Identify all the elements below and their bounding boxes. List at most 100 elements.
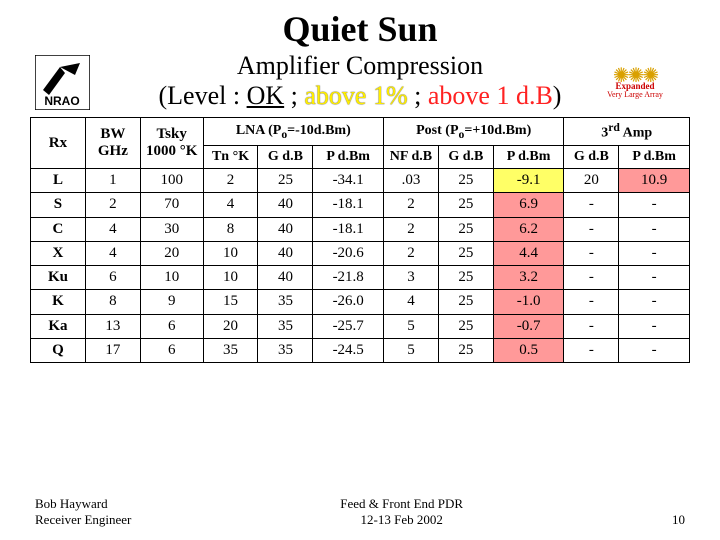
page-number: 10 bbox=[672, 512, 685, 528]
cell-bw: 17 bbox=[85, 338, 140, 362]
cell-post_nf: 5 bbox=[383, 314, 438, 338]
table-row: K891535-26.0425-1.0-- bbox=[31, 290, 690, 314]
cell-a3_g: - bbox=[564, 314, 619, 338]
cell-lna_tn: 8 bbox=[203, 217, 258, 241]
table-row: X4201040-20.62254.4-- bbox=[31, 241, 690, 265]
footer: Bob Hayward Receiver Engineer Feed & Fro… bbox=[35, 496, 685, 528]
cell-post_nf: .03 bbox=[383, 169, 438, 193]
col-post-p: P d.Bm bbox=[493, 146, 564, 169]
cell-lna_p: -21.8 bbox=[313, 266, 384, 290]
page-title: Quiet Sun bbox=[30, 10, 690, 50]
compression-table: Rx BW GHz Tsky 1000 °K LNA (Po=-10d.Bm) … bbox=[30, 117, 690, 363]
cell-a3_p: - bbox=[619, 290, 690, 314]
cell-bw: 13 bbox=[85, 314, 140, 338]
cell-a3_p: - bbox=[619, 314, 690, 338]
cell-a3_p: - bbox=[619, 266, 690, 290]
cell-post_p: -0.7 bbox=[493, 314, 564, 338]
cell-a3_p: 10.9 bbox=[619, 169, 690, 193]
table-row: S270440-18.12256.9-- bbox=[31, 193, 690, 217]
cell-lna_tn: 10 bbox=[203, 241, 258, 265]
level-bad: above 1 d.B bbox=[428, 81, 553, 110]
level-ok: OK bbox=[247, 81, 285, 110]
cell-post_nf: 2 bbox=[383, 241, 438, 265]
cell-lna_g: 35 bbox=[258, 338, 313, 362]
cell-a3_g: - bbox=[564, 338, 619, 362]
col-lna-group: LNA (Po=-10d.Bm) bbox=[203, 118, 383, 146]
nrao-logo: NRAO bbox=[35, 55, 90, 110]
cell-a3_g: - bbox=[564, 241, 619, 265]
cell-rx: Ku bbox=[31, 266, 86, 290]
cell-a3_p: - bbox=[619, 241, 690, 265]
cell-post_g: 25 bbox=[438, 338, 493, 362]
author-name: Bob Hayward bbox=[35, 496, 131, 512]
cell-tsky: 20 bbox=[140, 241, 203, 265]
cell-a3_g: 20 bbox=[564, 169, 619, 193]
cell-a3_g: - bbox=[564, 290, 619, 314]
cell-post_nf: 2 bbox=[383, 193, 438, 217]
cell-lna_g: 35 bbox=[258, 290, 313, 314]
cell-rx: Ka bbox=[31, 314, 86, 338]
cell-a3_g: - bbox=[564, 266, 619, 290]
cell-a3_p: - bbox=[619, 193, 690, 217]
cell-post_p: 0.5 bbox=[493, 338, 564, 362]
level-label: (Level : bbox=[159, 81, 247, 110]
cell-post_g: 25 bbox=[438, 266, 493, 290]
cell-tsky: 10 bbox=[140, 266, 203, 290]
author-title: Receiver Engineer bbox=[35, 512, 131, 528]
table-row: Ka1362035-25.7525-0.7-- bbox=[31, 314, 690, 338]
cell-post_p: 3.2 bbox=[493, 266, 564, 290]
col-post-g: G d.B bbox=[438, 146, 493, 169]
cell-post_p: 6.9 bbox=[493, 193, 564, 217]
col-lna-tn: Tn °K bbox=[203, 146, 258, 169]
cell-lna_tn: 4 bbox=[203, 193, 258, 217]
cell-lna_p: -34.1 bbox=[313, 169, 384, 193]
event-name: Feed & Front End PDR bbox=[131, 496, 672, 512]
cell-post_g: 25 bbox=[438, 217, 493, 241]
cell-post_nf: 2 bbox=[383, 217, 438, 241]
cell-post_p: 4.4 bbox=[493, 241, 564, 265]
cell-post_nf: 3 bbox=[383, 266, 438, 290]
cell-lna_p: -20.6 bbox=[313, 241, 384, 265]
cell-tsky: 70 bbox=[140, 193, 203, 217]
footer-center: Feed & Front End PDR 12-13 Feb 2002 bbox=[131, 496, 672, 528]
cell-lna_g: 40 bbox=[258, 193, 313, 217]
cell-lna_g: 40 bbox=[258, 266, 313, 290]
cell-lna_p: -26.0 bbox=[313, 290, 384, 314]
footer-left: Bob Hayward Receiver Engineer bbox=[35, 496, 131, 528]
cell-rx: S bbox=[31, 193, 86, 217]
cell-post_g: 25 bbox=[438, 241, 493, 265]
cell-lna_g: 35 bbox=[258, 314, 313, 338]
level-warn: above 1% bbox=[304, 81, 407, 110]
cell-post_nf: 5 bbox=[383, 338, 438, 362]
cell-bw: 4 bbox=[85, 217, 140, 241]
evla-logo: ✺✺✺ Expanded Very Large Array bbox=[585, 70, 685, 110]
col-a3-g: G d.B bbox=[564, 146, 619, 169]
cell-a3_g: - bbox=[564, 217, 619, 241]
cell-post_nf: 4 bbox=[383, 290, 438, 314]
cell-rx: K bbox=[31, 290, 86, 314]
cell-tsky: 6 bbox=[140, 314, 203, 338]
cell-rx: Q bbox=[31, 338, 86, 362]
cell-lna_p: -24.5 bbox=[313, 338, 384, 362]
col-rx: Rx bbox=[31, 118, 86, 169]
cell-lna_p: -18.1 bbox=[313, 217, 384, 241]
col-amp3-group: 3rd Amp bbox=[564, 118, 690, 146]
cell-lna_g: 25 bbox=[258, 169, 313, 193]
cell-bw: 2 bbox=[85, 193, 140, 217]
cell-lna_p: -25.7 bbox=[313, 314, 384, 338]
col-post-group: Post (Po=+10d.Bm) bbox=[383, 118, 563, 146]
cell-a3_p: - bbox=[619, 338, 690, 362]
cell-post_g: 25 bbox=[438, 169, 493, 193]
cell-lna_g: 40 bbox=[258, 217, 313, 241]
cell-bw: 4 bbox=[85, 241, 140, 265]
cell-bw: 1 bbox=[85, 169, 140, 193]
event-date: 12-13 Feb 2002 bbox=[131, 512, 672, 528]
cell-lna_g: 40 bbox=[258, 241, 313, 265]
cell-rx: L bbox=[31, 169, 86, 193]
cell-lna_tn: 10 bbox=[203, 266, 258, 290]
cell-post_p: 6.2 bbox=[493, 217, 564, 241]
cell-bw: 8 bbox=[85, 290, 140, 314]
col-lna-p: P d.Bm bbox=[313, 146, 384, 169]
cell-lna_tn: 2 bbox=[203, 169, 258, 193]
cell-lna_tn: 35 bbox=[203, 338, 258, 362]
